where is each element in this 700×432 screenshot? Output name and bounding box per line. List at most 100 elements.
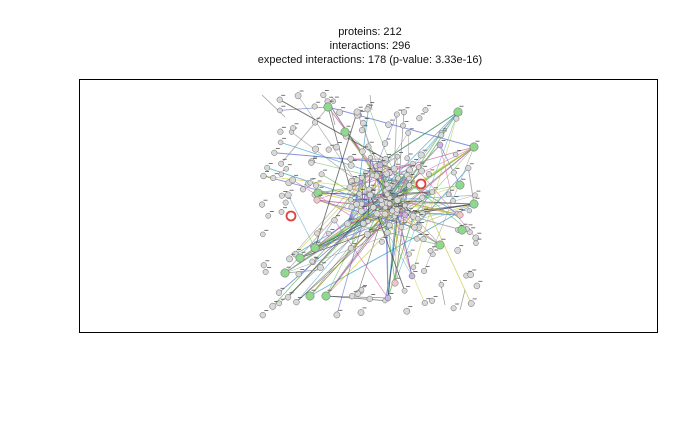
- protein-node[interactable]: [408, 272, 416, 280]
- protein-node[interactable]: [406, 175, 412, 182]
- protein-node[interactable]: [473, 282, 481, 290]
- protein-node[interactable]: [293, 298, 300, 306]
- protein-node[interactable]: [262, 268, 269, 275]
- protein-node[interactable]: [283, 166, 290, 172]
- protein-node[interactable]: [366, 186, 373, 193]
- protein-node[interactable]: [438, 132, 445, 139]
- protein-node[interactable]: [421, 299, 428, 307]
- protein-node[interactable]: [381, 210, 389, 218]
- protein-node[interactable]: [318, 171, 325, 178]
- protein-node[interactable]: [276, 300, 283, 307]
- protein-node[interactable]: [394, 206, 401, 213]
- protein-node[interactable]: [400, 122, 406, 129]
- protein-node[interactable]: [357, 309, 365, 316]
- protein-node[interactable]: [400, 109, 408, 116]
- protein-node[interactable]: [260, 231, 266, 238]
- protein-node[interactable]: [410, 264, 417, 271]
- protein-node[interactable]: [414, 235, 420, 242]
- protein-node[interactable]: [333, 143, 340, 151]
- protein-node[interactable]: [278, 171, 285, 178]
- protein-node[interactable]: [312, 145, 320, 153]
- protein-node[interactable]: [420, 236, 427, 243]
- protein-node[interactable]: [347, 245, 355, 252]
- protein-node[interactable]: [308, 159, 315, 166]
- protein-node[interactable]: [453, 107, 463, 117]
- protein-node[interactable]: [406, 251, 412, 257]
- protein-node[interactable]: [445, 191, 452, 198]
- protein-node[interactable]: [384, 229, 391, 236]
- protein-node[interactable]: [416, 115, 423, 122]
- protein-node[interactable]: [465, 165, 472, 172]
- protein-node[interactable]: [280, 268, 290, 278]
- protein-node[interactable]: [473, 240, 479, 246]
- protein-node[interactable]: [278, 160, 285, 167]
- protein-node[interactable]: [317, 264, 324, 271]
- protein-node[interactable]: [453, 115, 460, 122]
- protein-node[interactable]: [286, 255, 293, 263]
- protein-node[interactable]: [313, 188, 323, 198]
- protein-node[interactable]: [452, 151, 459, 158]
- protein-node[interactable]: [314, 230, 321, 237]
- protein-node[interactable]: [320, 91, 327, 99]
- protein-node[interactable]: [323, 102, 333, 112]
- protein-node[interactable]: [356, 190, 363, 197]
- protein-node[interactable]: [456, 211, 464, 219]
- protein-node[interactable]: [391, 279, 399, 287]
- protein-node[interactable]: [418, 167, 425, 175]
- protein-node[interactable]: [404, 155, 410, 161]
- protein-node[interactable]: [358, 200, 365, 207]
- protein-node[interactable]: [405, 130, 412, 136]
- protein-node[interactable]: [353, 176, 360, 183]
- protein-node[interactable]: [373, 210, 381, 218]
- protein-node[interactable]: [390, 165, 398, 173]
- protein-node[interactable]: [307, 180, 313, 186]
- protein-node[interactable]: [284, 191, 292, 199]
- protein-node[interactable]: [378, 197, 385, 204]
- protein-node[interactable]: [353, 108, 361, 116]
- protein-node[interactable]: [284, 294, 292, 301]
- protein-node[interactable]: [311, 103, 318, 110]
- protein-node[interactable]: [417, 151, 425, 159]
- protein-node[interactable]: [370, 204, 377, 211]
- protein-node[interactable]: [260, 262, 267, 269]
- protein-node[interactable]: [384, 294, 392, 302]
- protein-node[interactable]: [336, 109, 343, 116]
- protein-node[interactable]: [395, 175, 402, 182]
- protein-node[interactable]: [386, 200, 393, 207]
- protein-node[interactable]: [269, 302, 277, 310]
- protein-node[interactable]: [383, 181, 390, 188]
- highlighted-protein-node[interactable]: [285, 210, 297, 222]
- protein-node[interactable]: [438, 281, 445, 288]
- protein-node[interactable]: [383, 170, 390, 178]
- protein-node[interactable]: [278, 192, 285, 199]
- protein-node[interactable]: [466, 208, 472, 214]
- protein-node[interactable]: [309, 258, 316, 265]
- protein-node[interactable]: [469, 199, 479, 209]
- protein-node[interactable]: [353, 201, 360, 208]
- protein-node[interactable]: [381, 140, 389, 147]
- protein-node[interactable]: [455, 180, 465, 190]
- protein-node[interactable]: [366, 295, 373, 303]
- protein-node[interactable]: [369, 172, 376, 178]
- protein-node[interactable]: [359, 148, 366, 155]
- protein-node[interactable]: [367, 154, 374, 161]
- protein-node[interactable]: [270, 174, 277, 182]
- protein-node[interactable]: [259, 311, 266, 319]
- protein-node[interactable]: [264, 164, 271, 171]
- protein-node[interactable]: [299, 186, 306, 193]
- protein-node[interactable]: [359, 174, 365, 181]
- protein-node[interactable]: [348, 293, 356, 300]
- protein-node[interactable]: [398, 224, 405, 230]
- protein-node[interactable]: [366, 191, 374, 199]
- protein-node[interactable]: [290, 125, 297, 132]
- protein-node[interactable]: [406, 182, 413, 189]
- protein-node[interactable]: [313, 182, 320, 189]
- protein-node[interactable]: [450, 198, 456, 204]
- protein-node[interactable]: [402, 202, 408, 209]
- protein-node[interactable]: [419, 210, 426, 217]
- protein-node[interactable]: [376, 161, 384, 169]
- protein-node[interactable]: [451, 169, 457, 176]
- protein-node[interactable]: [312, 119, 318, 126]
- protein-node[interactable]: [347, 155, 354, 163]
